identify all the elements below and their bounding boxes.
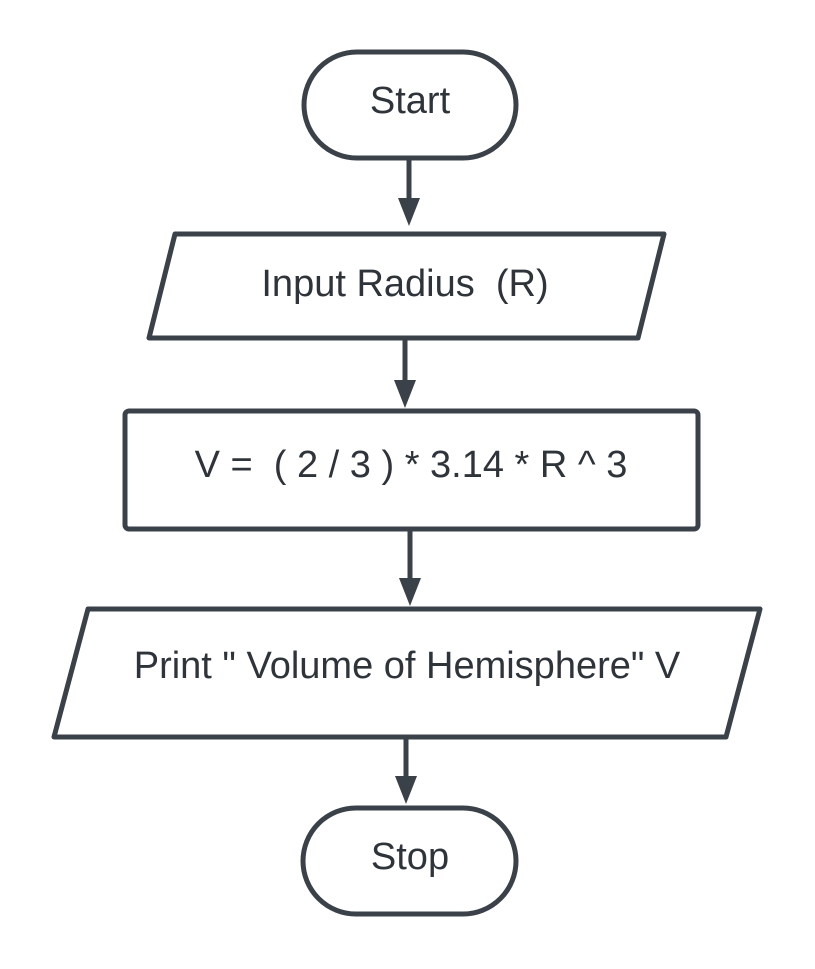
arrow-output-to-stop bbox=[395, 737, 417, 804]
process-node: V = ( 2 / 3 ) * 3.14 * R ^ 3 bbox=[122, 408, 701, 532]
stop-terminator-shape bbox=[300, 805, 519, 917]
output-node: Print " Volume of Hemisphere" V bbox=[51, 606, 763, 740]
start-node: Start bbox=[301, 49, 519, 161]
arrow-input-to-process bbox=[394, 338, 416, 408]
stop-node: Stop bbox=[300, 805, 519, 917]
start-label: Start bbox=[370, 80, 451, 122]
output-parallelogram-shape bbox=[51, 606, 763, 740]
input-parallelogram-shape bbox=[146, 231, 667, 341]
output-label: Print " Volume of Hemisphere" V bbox=[134, 645, 681, 687]
process-label: V = ( 2 / 3 ) * 3.14 * R ^ 3 bbox=[195, 444, 628, 486]
arrow-start-to-input bbox=[398, 158, 420, 226]
stop-label: Stop bbox=[371, 836, 449, 878]
input-node: Input Radius (R) bbox=[146, 231, 667, 341]
input-label: Input Radius (R) bbox=[261, 263, 548, 305]
arrow-process-to-output bbox=[399, 529, 421, 606]
